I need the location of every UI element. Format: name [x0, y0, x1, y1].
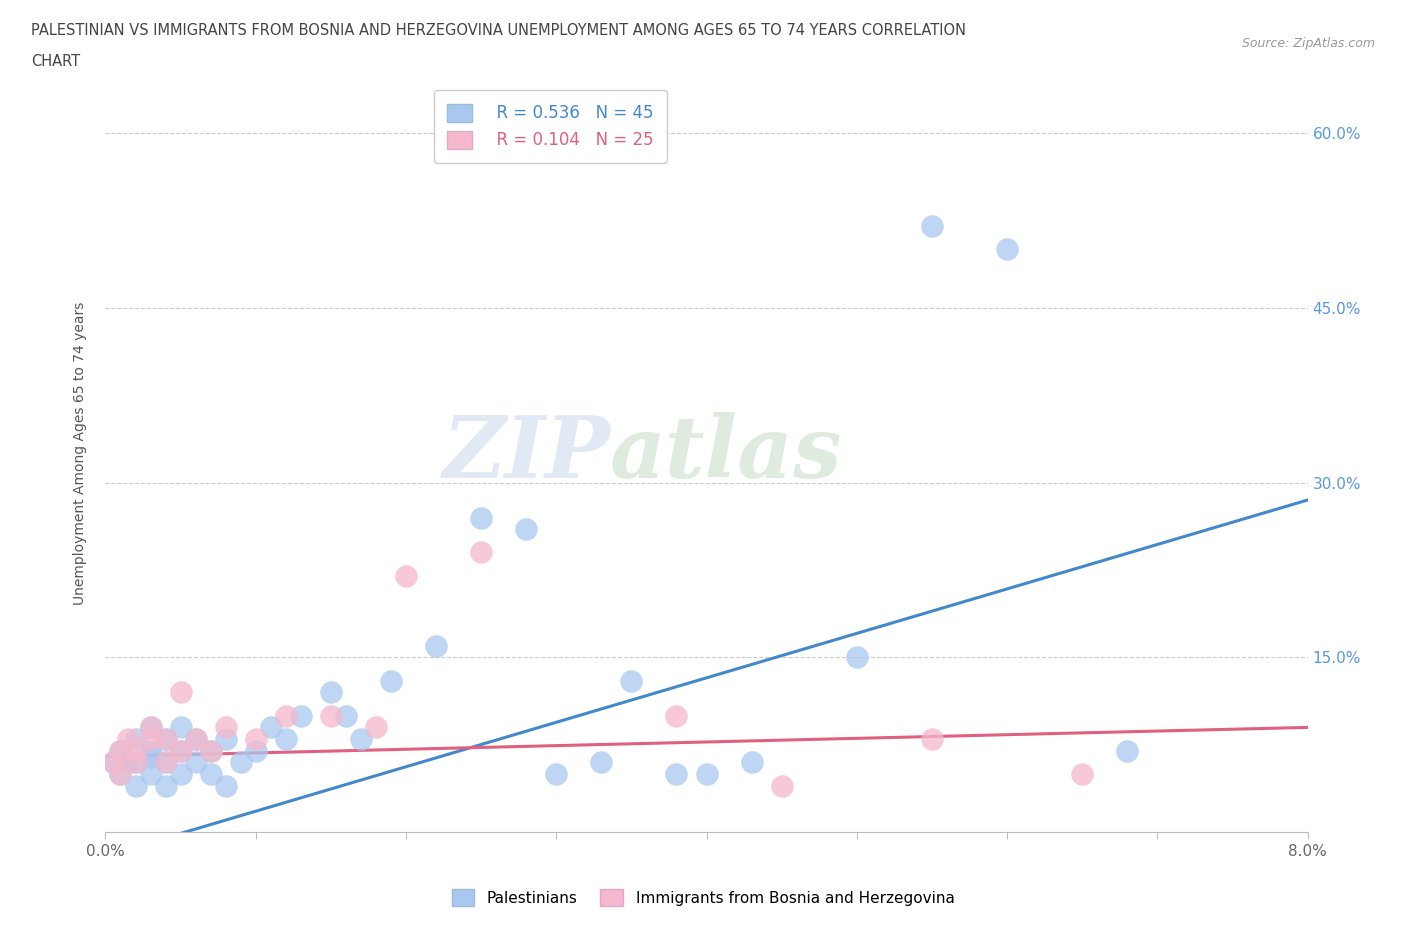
Point	[155, 732, 177, 747]
Point	[214, 720, 236, 735]
Point	[1071, 766, 1094, 781]
Point	[335, 709, 357, 724]
Text: Source: ZipAtlas.com: Source: ZipAtlas.com	[1241, 37, 1375, 50]
Point	[139, 720, 162, 735]
Point	[155, 732, 177, 747]
Point	[995, 242, 1018, 257]
Point	[101, 755, 124, 770]
Point	[591, 755, 613, 770]
Point	[274, 732, 297, 747]
Point	[665, 766, 688, 781]
Point	[845, 650, 868, 665]
Point	[696, 766, 718, 781]
Point	[260, 720, 283, 735]
Point	[139, 732, 162, 747]
Point	[184, 732, 207, 747]
Point	[229, 755, 252, 770]
Point	[200, 743, 222, 758]
Legend:   R = 0.536   N = 45,   R = 0.104   N = 25: R = 0.536 N = 45, R = 0.104 N = 25	[434, 90, 666, 163]
Point	[155, 778, 177, 793]
Point	[117, 755, 139, 770]
Point	[546, 766, 568, 781]
Point	[620, 673, 643, 688]
Point	[124, 743, 146, 758]
Point	[184, 755, 207, 770]
Point	[110, 766, 132, 781]
Point	[364, 720, 387, 735]
Point	[169, 766, 191, 781]
Point	[139, 750, 162, 764]
Point	[124, 778, 146, 793]
Point	[200, 743, 222, 758]
Point	[169, 685, 191, 700]
Point	[169, 743, 191, 758]
Point	[921, 219, 943, 233]
Point	[110, 743, 132, 758]
Point	[101, 755, 124, 770]
Point	[110, 743, 132, 758]
Point	[200, 766, 222, 781]
Point	[380, 673, 402, 688]
Point	[319, 709, 342, 724]
Point	[214, 732, 236, 747]
Point	[245, 743, 267, 758]
Legend: Palestinians, Immigrants from Bosnia and Herzegovina: Palestinians, Immigrants from Bosnia and…	[446, 883, 960, 912]
Point	[169, 743, 191, 758]
Point	[425, 638, 447, 653]
Text: PALESTINIAN VS IMMIGRANTS FROM BOSNIA AND HERZEGOVINA UNEMPLOYMENT AMONG AGES 65: PALESTINIAN VS IMMIGRANTS FROM BOSNIA AN…	[31, 23, 966, 38]
Point	[319, 685, 342, 700]
Point	[124, 755, 146, 770]
Point	[184, 732, 207, 747]
Point	[155, 755, 177, 770]
Text: CHART: CHART	[31, 54, 80, 69]
Point	[770, 778, 793, 793]
Point	[139, 743, 162, 758]
Point	[155, 755, 177, 770]
Point	[169, 720, 191, 735]
Point	[110, 766, 132, 781]
Point	[350, 732, 373, 747]
Point	[214, 778, 236, 793]
Text: atlas: atlas	[610, 412, 842, 495]
Point	[139, 720, 162, 735]
Point	[124, 732, 146, 747]
Point	[274, 709, 297, 724]
Point	[290, 709, 312, 724]
Y-axis label: Unemployment Among Ages 65 to 74 years: Unemployment Among Ages 65 to 74 years	[73, 301, 87, 605]
Point	[665, 709, 688, 724]
Point	[124, 755, 146, 770]
Point	[139, 766, 162, 781]
Point	[117, 732, 139, 747]
Point	[515, 522, 537, 537]
Point	[470, 545, 492, 560]
Point	[395, 568, 418, 583]
Point	[245, 732, 267, 747]
Point	[470, 510, 492, 525]
Point	[741, 755, 763, 770]
Point	[921, 732, 943, 747]
Text: ZIP: ZIP	[443, 412, 610, 495]
Point	[1116, 743, 1139, 758]
